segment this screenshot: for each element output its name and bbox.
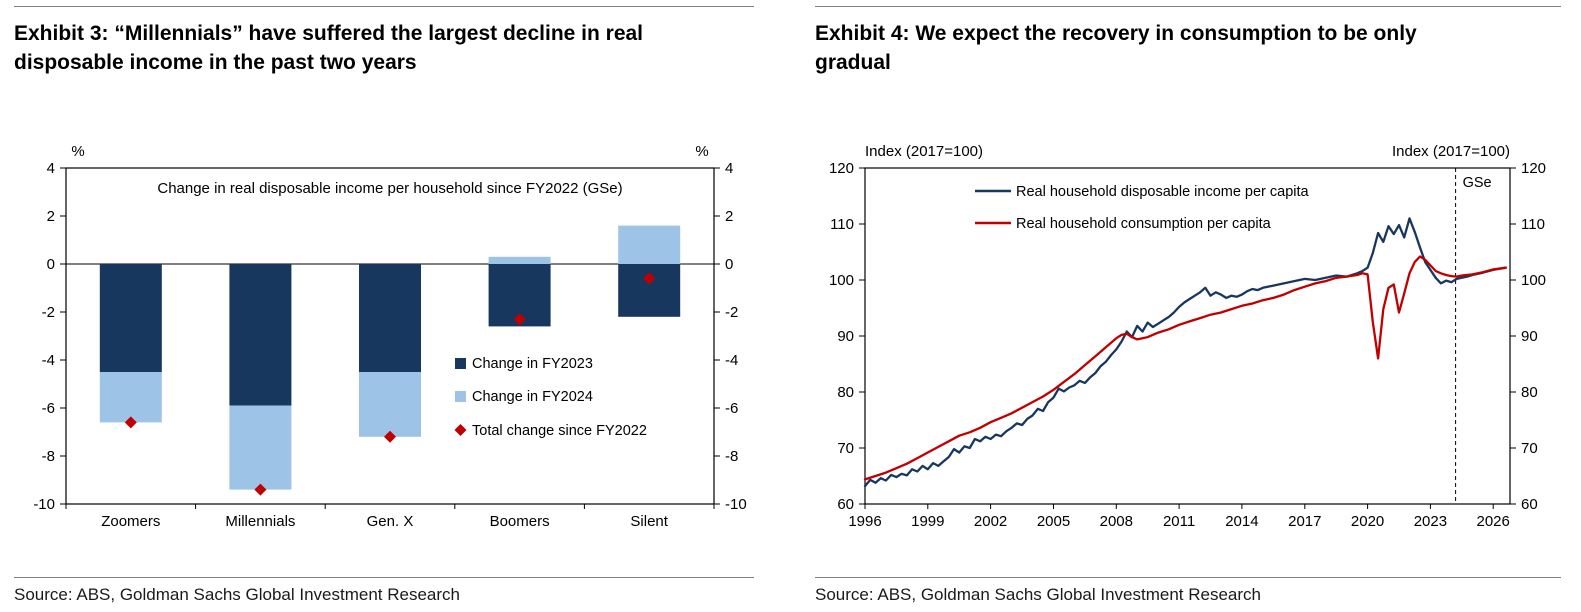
svg-text:4: 4: [725, 160, 733, 177]
forecast-label: GSe: [1463, 175, 1492, 191]
total-change-diamonds: [124, 272, 656, 496]
svg-text:Silent: Silent: [630, 513, 668, 530]
exhibit3-title: Exhibit 3: “Millennials” have suffered t…: [14, 22, 644, 74]
svg-text:2008: 2008: [1100, 513, 1133, 530]
svg-text:70: 70: [837, 440, 854, 457]
svg-text:80: 80: [837, 384, 854, 401]
axis-header-left: Index (2017=100): [865, 143, 983, 160]
legend-diamond-total: [454, 424, 467, 436]
x-axis-ticks: [65, 504, 715, 509]
svg-text:Change in FY2024: Change in FY2024: [472, 389, 593, 405]
legend-swatch-fy2023: [455, 358, 466, 369]
svg-text:1999: 1999: [911, 513, 944, 530]
svg-text:1996: 1996: [848, 513, 881, 530]
svg-text:2: 2: [725, 208, 733, 225]
svg-text:-2: -2: [42, 304, 55, 321]
exhibit3-source: Source: ABS, Goldman Sachs Global Invest…: [14, 585, 461, 604]
svg-text:Millennials: Millennials: [225, 513, 295, 530]
svg-text:-4: -4: [725, 352, 738, 369]
legend: Change in FY2023 Change in FY2024 Total ch…: [454, 356, 647, 439]
exhibit4-title: Exhibit 4: We expect the recovery in con…: [815, 22, 1417, 74]
svg-text:Gen. X: Gen. X: [367, 513, 414, 530]
svg-text:Boomers: Boomers: [490, 513, 550, 530]
svg-text:2017: 2017: [1288, 513, 1321, 530]
svg-text:80: 80: [1521, 384, 1538, 401]
svg-text:2011: 2011: [1163, 513, 1195, 530]
exhibit3-bottom-rule: [14, 577, 754, 578]
svg-text:-2: -2: [725, 304, 738, 321]
exhibit3-bar-chart: 4 4 2 2 0 0 -2 -2 -4 -4 -6 -6 -8 -8 -10 -10%% Change in …: [14, 136, 754, 551]
svg-text:-6: -6: [725, 400, 738, 417]
svg-text:60: 60: [1521, 496, 1538, 513]
svg-text:-6: -6: [42, 400, 55, 417]
category-labels: Zoomers Millennials Gen. X Boomers Silent: [101, 513, 669, 530]
svg-text:-10: -10: [725, 496, 747, 513]
bar-chart-svg: 4 4 2 2 0 0 -2 -2 -4 -4 -6 -6 -8 -8 -10 -10% % Change in …: [33, 143, 746, 530]
legend: Real household disposable income per cap…: [975, 184, 1310, 232]
chart-subtitle: Change in real disposable income per hou…: [157, 180, 622, 197]
consumption-line: [863, 255, 1507, 481]
exhibit4-top-rule: [815, 6, 1561, 7]
y-axis: 60 60 70 70 80 80 90 90 100 100 110 110 120 120: [829, 160, 1546, 513]
svg-text:Change in FY2023: Change in FY2023: [472, 356, 593, 372]
svg-text:-4: -4: [42, 352, 55, 369]
legend-swatch-fy2024: [455, 391, 466, 402]
svg-text:0: 0: [47, 256, 55, 273]
svg-text:100: 100: [1521, 272, 1546, 289]
svg-text:4: 4: [47, 160, 55, 177]
exhibit3-panel: Exhibit 3: “Millennials” have suffered t…: [14, 0, 754, 612]
unit-label-right: %: [695, 143, 708, 160]
svg-text:120: 120: [829, 160, 854, 177]
svg-text:-8: -8: [42, 448, 55, 465]
exhibit4-source: Source: ABS, Goldman Sachs Global Invest…: [815, 585, 1262, 604]
exhibit4-line-chart: 60 60 70 70 80 80 90 90 100 100 110 110 120 120 1996 19…: [815, 136, 1561, 551]
svg-text:2020: 2020: [1351, 513, 1384, 530]
svg-text:2026: 2026: [1477, 513, 1510, 530]
svg-text:90: 90: [1521, 328, 1538, 345]
svg-text:Zoomers: Zoomers: [101, 513, 160, 530]
svg-text:-10: -10: [33, 496, 55, 513]
svg-text:-8: -8: [725, 448, 738, 465]
exhibit3-top-rule: [14, 6, 754, 7]
svg-text:110: 110: [830, 216, 854, 233]
unit-label-left: %: [71, 143, 84, 160]
svg-text:Real household disposable inco: Real household disposable income per cap…: [1016, 184, 1310, 200]
svg-text:110: 110: [1521, 216, 1545, 233]
svg-text:2002: 2002: [974, 513, 1007, 530]
x-axis: 1996 1999 2002 2005 2008 2011 2014 2017 2020 2023…: [848, 504, 1510, 530]
svg-text:Total change since FY2022: Total change since FY2022: [472, 423, 647, 439]
svg-text:100: 100: [829, 272, 854, 289]
bars-fy2024: [99, 225, 681, 490]
axis-header-right: Index (2017=100): [1392, 143, 1510, 160]
exhibit4-panel: Exhibit 4: We expect the recovery in con…: [815, 0, 1561, 612]
exhibit4-bottom-rule: [815, 577, 1561, 578]
svg-text:120: 120: [1521, 160, 1546, 177]
svg-text:70: 70: [1521, 440, 1538, 457]
y-axis: 4 4 2 2 0 0 -2 -2 -4 -4 -6 -6 -8 -8 -10 -10: [33, 160, 746, 513]
svg-text:Real household consumption per: Real household consumption per capita: [1016, 216, 1272, 232]
plot-border: [864, 167, 1511, 505]
svg-text:0: 0: [725, 256, 733, 273]
plot-border: [65, 167, 715, 505]
svg-text:60: 60: [837, 496, 854, 513]
svg-text:2023: 2023: [1414, 513, 1447, 530]
svg-text:2005: 2005: [1037, 513, 1070, 530]
svg-text:2014: 2014: [1225, 513, 1258, 530]
svg-text:2: 2: [47, 208, 55, 225]
svg-text:90: 90: [837, 328, 854, 345]
income-line: [863, 217, 1507, 488]
